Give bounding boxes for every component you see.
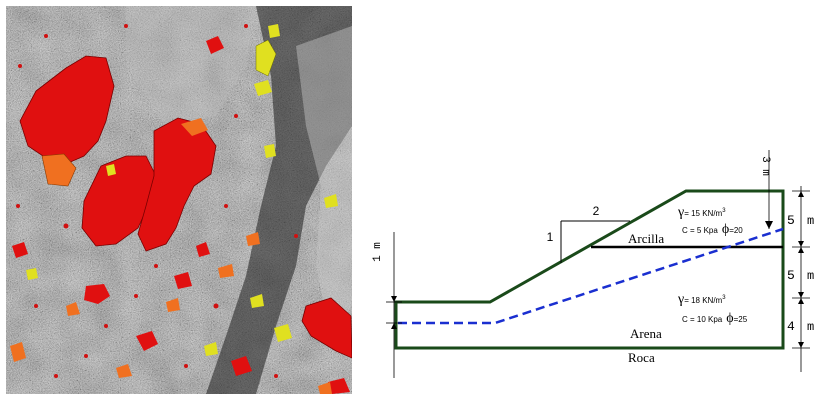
right-dim-arrow <box>798 292 804 298</box>
clay-thickness-num: 5 <box>787 213 795 228</box>
urban-area-top <box>126 6 256 126</box>
sand-strength: C = 10 Kpa ϕ=25 <box>682 311 748 326</box>
top-water-arrow <box>765 221 773 229</box>
landslide-zone-high <box>174 272 192 289</box>
right-dim-arrow <box>798 247 804 253</box>
landslide-zone-medium <box>10 342 26 362</box>
landslide-zone-high <box>231 356 252 376</box>
slope-cross-section: 1 2 γ= 15 KN/m3 C = 5 Kpa ϕ=20 Arcilla γ… <box>372 150 814 378</box>
rock-layer-label: Roca <box>628 350 655 365</box>
landslide-zone-medium <box>218 264 234 278</box>
clay-layer-label: Arcilla <box>628 231 664 246</box>
landslide-zone-high <box>84 284 110 304</box>
landslide-zone-medium <box>66 302 80 316</box>
landslide-zone-medium <box>41 153 77 187</box>
landslide-zone-high <box>81 155 157 247</box>
top-water-dim-label: 3 m <box>759 156 771 176</box>
landslide-zone-low <box>26 268 38 280</box>
right-dim-arrow <box>798 241 804 247</box>
landslide-zone-high <box>301 297 352 359</box>
water-table <box>398 227 784 325</box>
landslide-speckles <box>16 24 298 378</box>
sand-upper-unit: m <box>807 269 814 283</box>
landslide-zone-medium <box>246 232 260 246</box>
right-dim-arrow <box>798 191 804 197</box>
right-dim-arrow <box>798 342 804 348</box>
landslide-zone-medium <box>166 298 180 312</box>
landslide-zone-low <box>324 194 338 208</box>
sand-layer-label: Arena <box>630 326 662 341</box>
sand-upper-num: 5 <box>787 268 795 283</box>
right-dim-arrow <box>798 298 804 304</box>
landslide-zone-high <box>136 331 158 351</box>
slope-ratio-horizontal-label: 2 <box>593 204 600 218</box>
clay-thickness-unit: m <box>807 214 814 228</box>
aerial-landslide-map <box>6 6 352 394</box>
left-dim-arrow <box>391 323 397 329</box>
dark-forest-zone <box>206 6 352 394</box>
landslide-zone-high <box>196 242 210 257</box>
landslide-zone-low <box>250 294 264 308</box>
landslide-zone-medium <box>116 364 132 378</box>
urban-area <box>296 26 352 336</box>
landslide-zone-low <box>254 80 272 96</box>
clay-unit-weight: γ= 15 KN/m3 <box>677 205 726 220</box>
landslide-zone-high <box>19 55 115 165</box>
landslide-zone-low <box>255 39 277 77</box>
sand-lower-unit: m <box>807 320 814 334</box>
sand-unit-weight: γ= 18 KN/m3 <box>677 292 726 307</box>
landslide-zone-high <box>206 36 224 54</box>
left-water-dim-label: 1 m <box>372 242 384 262</box>
slope-outline <box>394 189 785 350</box>
landslide-zone-low <box>268 24 280 38</box>
clay-strength: C = 5 Kpa ϕ=20 <box>682 222 743 237</box>
landslide-zone-low <box>106 164 116 176</box>
landslide-zone-high <box>12 242 28 258</box>
landslide-zone-low <box>274 324 292 342</box>
landslide-zone-low <box>204 342 218 356</box>
landslide-zone-high <box>328 378 350 394</box>
landslide-zone-medium <box>318 382 332 394</box>
landslide-zone-low <box>264 144 276 158</box>
landslide-zone-medium <box>181 118 208 136</box>
slope-ratio-vertical-label: 1 <box>547 230 554 244</box>
sand-lower-num: 4 <box>787 319 795 334</box>
left-dim-arrow <box>391 296 397 302</box>
